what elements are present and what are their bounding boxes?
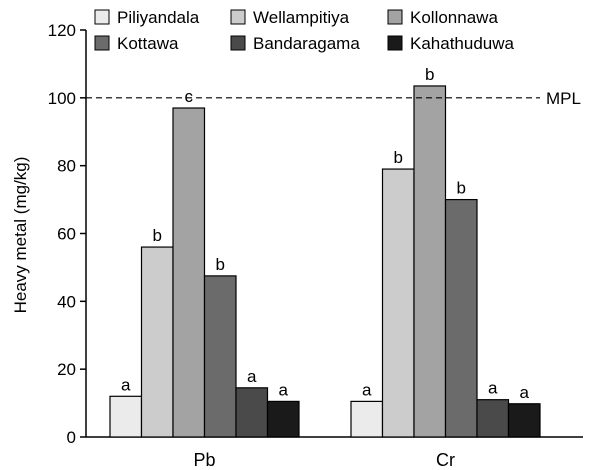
bar-significance-label: a xyxy=(362,380,372,399)
mpl-label: MPL xyxy=(546,89,581,108)
legend-entry: Kollonnawa xyxy=(410,8,498,27)
bar xyxy=(235,387,269,438)
bar xyxy=(444,198,478,438)
y-tick-label: 0 xyxy=(67,428,76,447)
bar-significance-label: a xyxy=(121,375,131,394)
y-tick-label: 120 xyxy=(48,21,76,40)
legend-entry: Piliyandala xyxy=(117,8,200,27)
bar-letters: a b c b a a a b b b a a xyxy=(121,65,530,402)
bars xyxy=(109,85,541,438)
y-tick-label: 40 xyxy=(57,292,76,311)
bar xyxy=(203,275,237,438)
y-tick-label: 100 xyxy=(48,89,76,108)
y-tick-label: 20 xyxy=(57,360,76,379)
y-tick-label: 60 xyxy=(57,225,76,244)
legend-swatch xyxy=(94,35,110,51)
y-axis-title: Heavy metal (mg/kg) xyxy=(11,157,30,314)
reference-line-group: MPL xyxy=(86,89,581,108)
legend-entry: Bandaragama xyxy=(253,34,360,53)
bar xyxy=(140,246,174,438)
bar xyxy=(381,168,415,438)
bar xyxy=(507,403,541,438)
bar xyxy=(266,400,300,438)
legend-entry: Wellampitiya xyxy=(253,8,350,27)
bar-significance-label: a xyxy=(520,383,530,402)
legend-swatch xyxy=(94,9,110,25)
bar-significance-label: a xyxy=(279,380,289,399)
bar-significance-label: a xyxy=(488,379,498,398)
bar-significance-label: b xyxy=(394,148,403,167)
bar-significance-label: b xyxy=(457,179,466,198)
bar-significance-label: b xyxy=(216,255,225,274)
bar xyxy=(413,85,447,438)
bar xyxy=(172,107,206,438)
bar-significance-label: c xyxy=(185,87,194,106)
legend-swatch xyxy=(230,35,246,51)
bar xyxy=(109,395,143,438)
legend-swatch xyxy=(230,9,246,25)
legend-entry: Kottawa xyxy=(117,34,179,53)
bar xyxy=(476,399,510,438)
bar xyxy=(350,400,384,438)
legend-entry: Kahathuduwa xyxy=(410,34,515,53)
legend: Piliyandala Wellampitiya Kollonnawa Kottawa… xyxy=(94,8,515,53)
legend-swatch xyxy=(387,9,403,25)
bar-significance-label: b xyxy=(425,65,434,84)
x-axis-labels: Pb Cr xyxy=(193,450,455,470)
legend-swatch xyxy=(387,35,403,51)
bar-significance-label: a xyxy=(247,367,257,386)
x-category-label: Cr xyxy=(436,450,455,470)
y-tick-label: 80 xyxy=(57,157,76,176)
x-category-label: Pb xyxy=(193,450,215,470)
bar-significance-label: b xyxy=(153,226,162,245)
